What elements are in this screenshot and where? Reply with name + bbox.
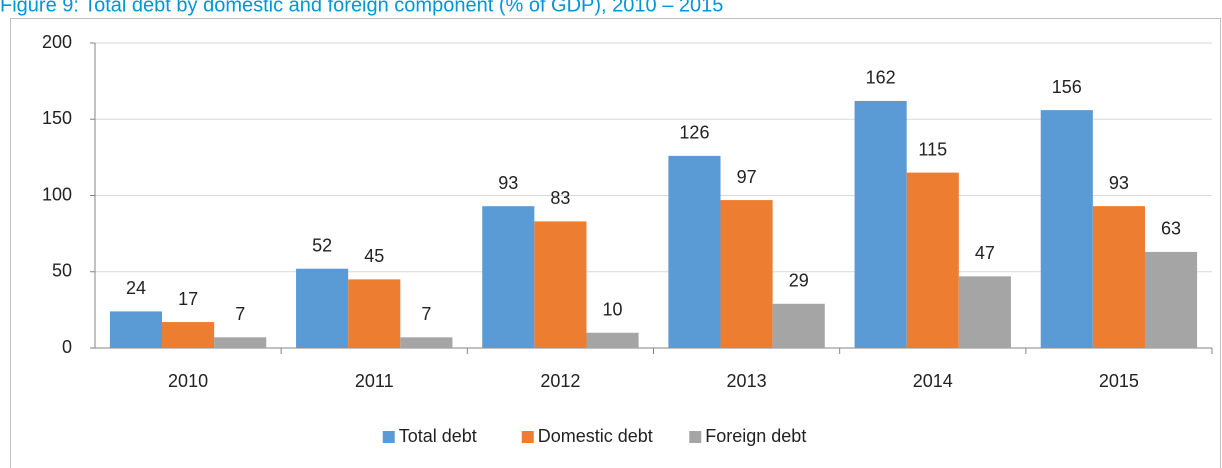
legend-label: Foreign debt (705, 426, 806, 446)
data-label: 97 (737, 167, 757, 187)
chart-title: Figure 9: Total debt by domestic and for… (0, 0, 723, 16)
bar (109, 311, 163, 348)
data-label: 7 (235, 304, 245, 324)
legend-swatch (382, 431, 395, 443)
x-tick-label: 2013 (727, 371, 767, 391)
bar (1092, 206, 1145, 348)
data-label: 52 (312, 235, 332, 255)
data-label: 126 (679, 123, 709, 143)
data-label: 115 (918, 139, 947, 159)
bar (906, 172, 959, 348)
bar (534, 221, 587, 348)
y-tick-label: 50 (52, 261, 72, 281)
x-tick-label: 2011 (355, 371, 394, 391)
bar (296, 268, 349, 348)
bar (1144, 251, 1198, 348)
data-label: 29 (789, 271, 809, 291)
x-tick-label: 2014 (913, 371, 953, 391)
bar (162, 322, 215, 348)
data-label: 162 (866, 68, 896, 88)
bar (214, 337, 267, 348)
data-label: 45 (364, 246, 384, 266)
data-label: 93 (1109, 173, 1129, 193)
bar (400, 337, 453, 348)
y-tick-label: 200 (42, 32, 72, 52)
x-tick-label: 2012 (540, 371, 580, 391)
bar (668, 155, 721, 348)
data-label: 10 (603, 300, 623, 320)
bar (348, 279, 401, 348)
data-label: 7 (421, 304, 431, 324)
data-label: 93 (498, 173, 518, 193)
y-tick-label: 100 (42, 184, 72, 204)
bar (720, 200, 773, 348)
bar (772, 303, 825, 348)
chart-frame (10, 18, 1221, 468)
legend-label: Total debt (399, 426, 477, 446)
legend-swatch (521, 431, 534, 443)
bar (854, 100, 907, 348)
legend-label: Domestic debt (538, 426, 653, 446)
legend-swatch (689, 431, 702, 443)
data-label: 17 (178, 289, 198, 309)
x-tick-label: 2015 (1099, 371, 1139, 391)
bar (586, 332, 639, 348)
data-label: 24 (126, 278, 146, 298)
y-tick-label: 0 (62, 337, 72, 357)
data-label: 83 (550, 188, 570, 208)
bar (1040, 110, 1093, 348)
data-label: 47 (975, 243, 995, 263)
data-label: 63 (1161, 219, 1181, 239)
data-label: 156 (1052, 77, 1082, 97)
bar (482, 206, 535, 348)
y-tick-label: 150 (42, 108, 72, 128)
x-tick-label: 2010 (168, 371, 208, 391)
bar (958, 276, 1011, 348)
